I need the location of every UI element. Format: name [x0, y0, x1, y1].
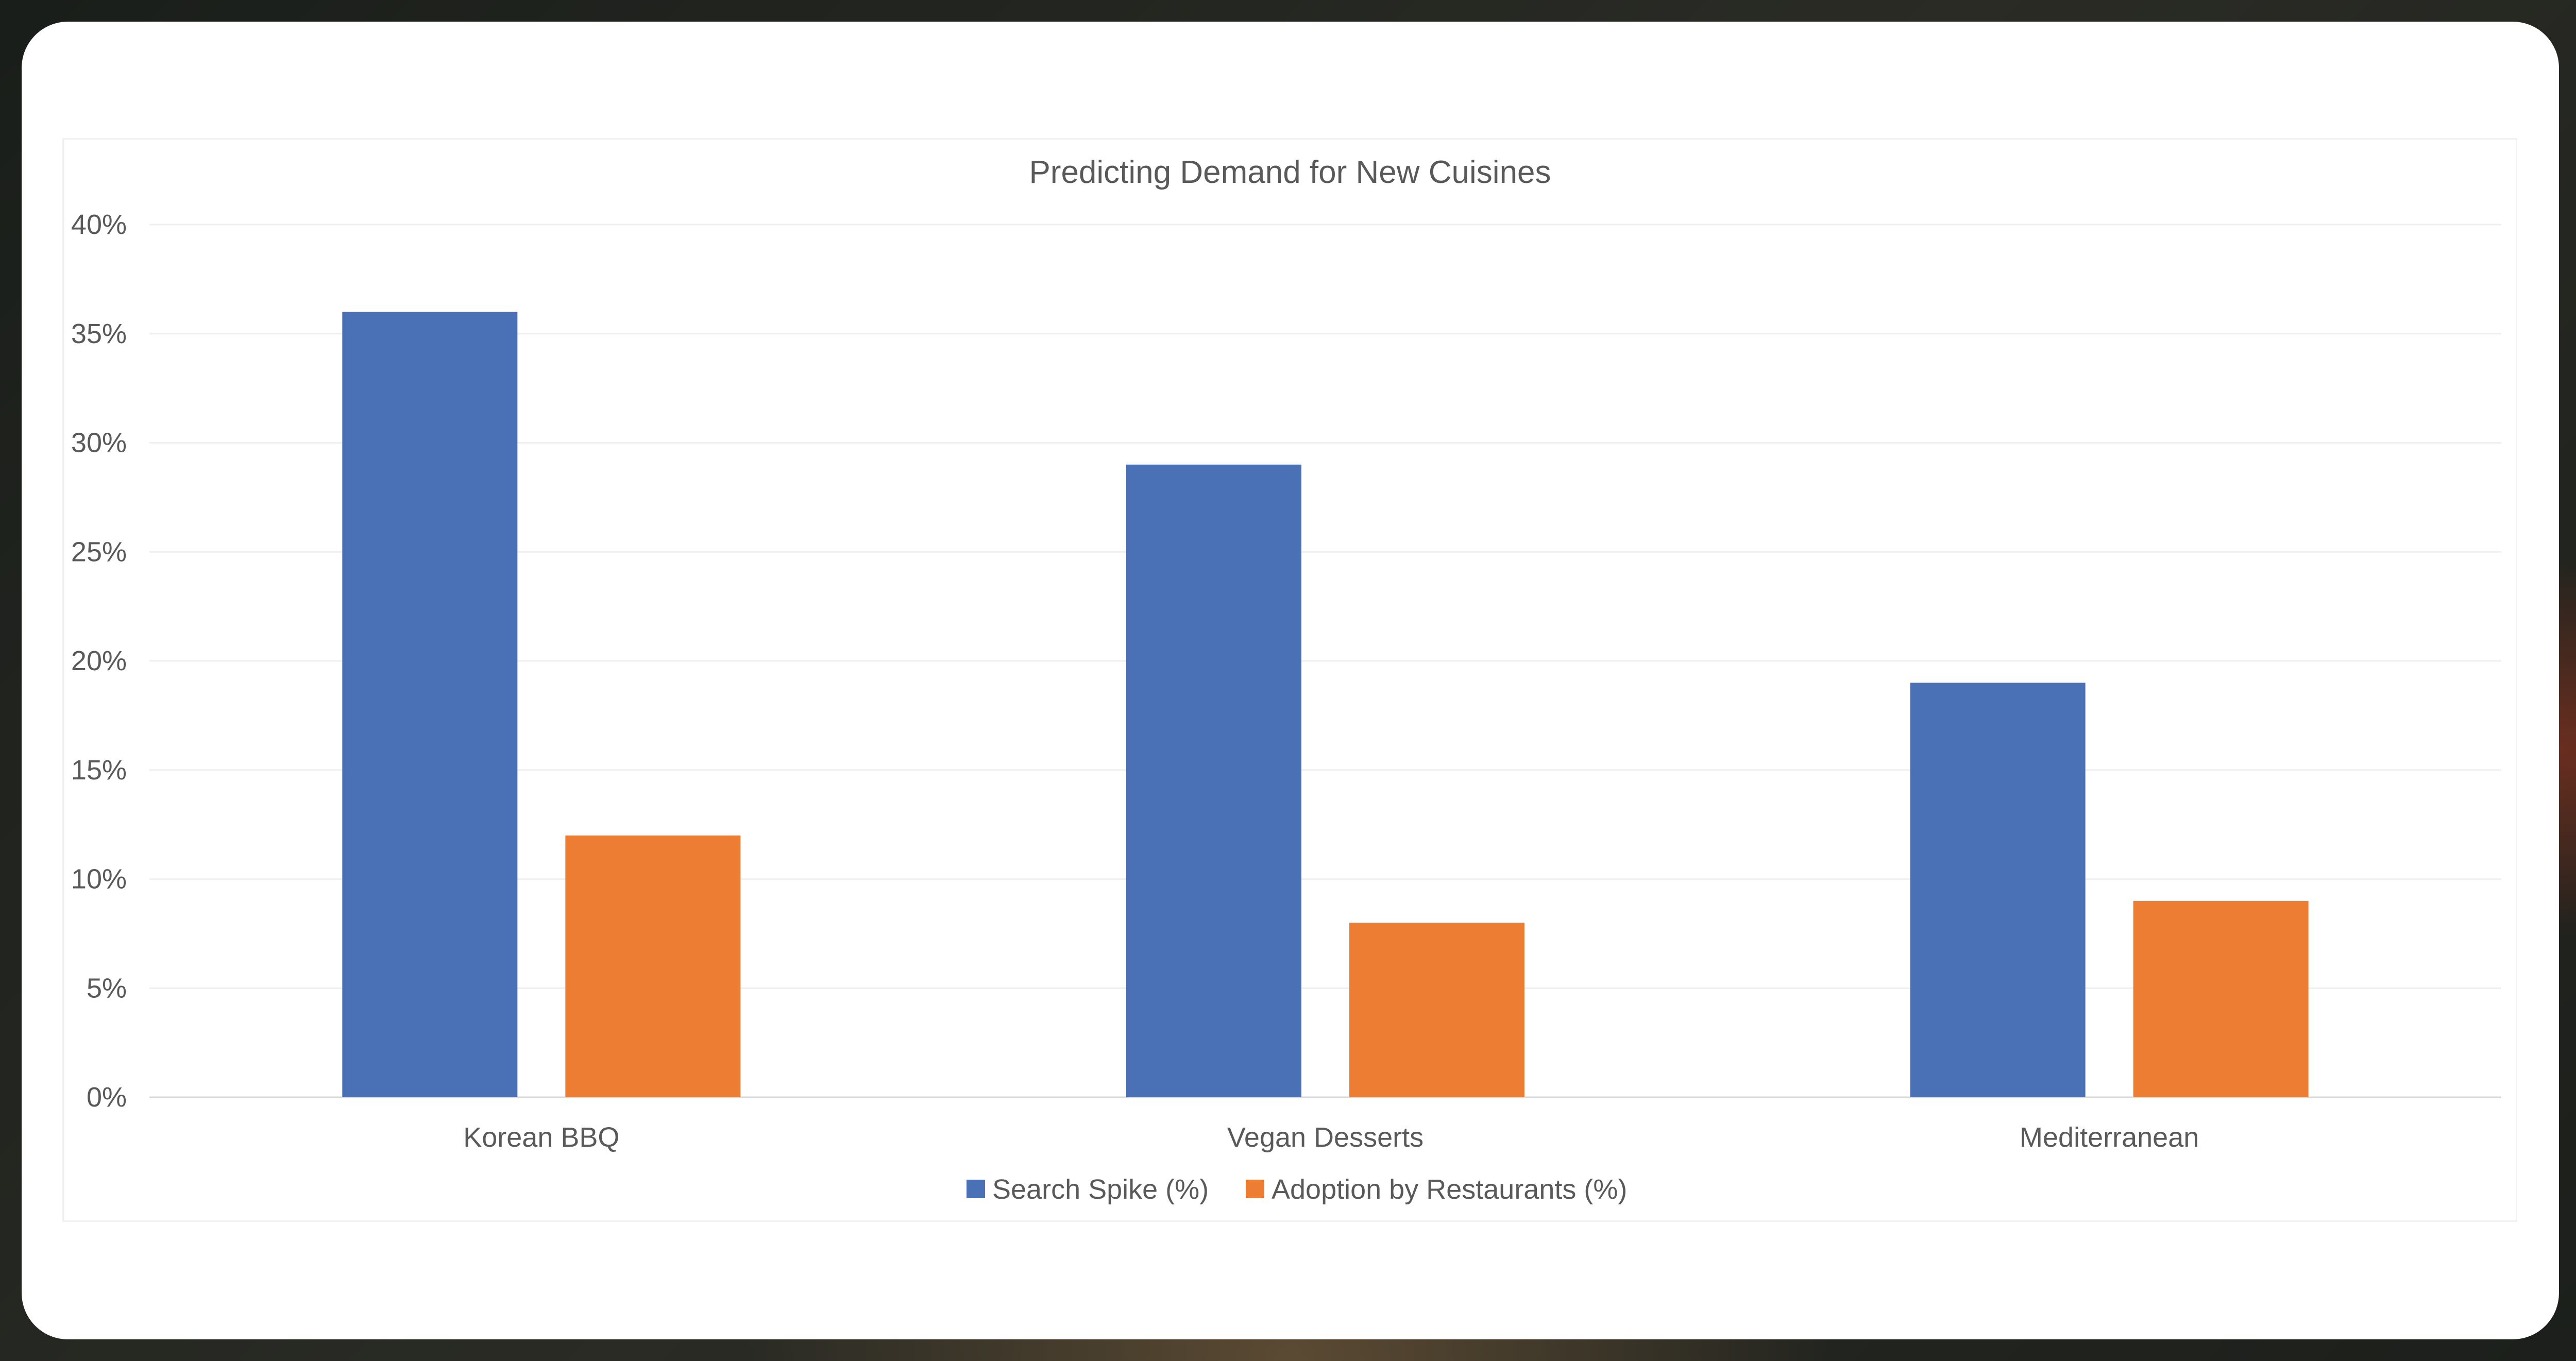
x-axis-labels: Korean BBQ Vegan Desserts Mediterranean: [463, 1122, 2199, 1153]
y-tick-label: 35%: [71, 318, 127, 349]
x-tick-label: Mediterranean: [2020, 1122, 2199, 1153]
bar-search-spike-1: [1126, 464, 1301, 1097]
legend-item: Adoption by Restaurants (%): [1246, 1174, 1627, 1205]
legend-label: Adoption by Restaurants (%): [1272, 1174, 1627, 1205]
legend-swatch: [967, 1180, 985, 1198]
bar-search-spike-0: [342, 312, 518, 1097]
legend-item: Search Spike (%): [967, 1174, 1209, 1205]
gridlines: [149, 224, 2501, 1098]
bar-search-spike-2: [1910, 683, 2086, 1097]
x-tick-label: Korean BBQ: [463, 1122, 619, 1153]
legend-label: Search Spike (%): [992, 1174, 1209, 1205]
y-axis-ticks: 0% 5% 10% 15% 20% 25% 30% 35% 40%: [71, 209, 127, 1113]
y-tick-label: 15%: [71, 755, 127, 786]
bar-adoption-0: [565, 835, 741, 1097]
y-tick-label: 0%: [87, 1082, 127, 1113]
legend-swatch: [1246, 1180, 1264, 1198]
bar-adoption-2: [2133, 900, 2309, 1097]
x-tick-label: Vegan Desserts: [1227, 1122, 1423, 1153]
bar-adoption-1: [1349, 923, 1524, 1097]
bars: [342, 312, 2309, 1097]
y-tick-label: 5%: [87, 973, 127, 1003]
y-tick-label: 20%: [71, 645, 127, 676]
chart-title: Predicting Demand for New Cuisines: [1029, 155, 1551, 190]
y-tick-label: 30%: [71, 428, 127, 458]
y-tick-label: 25%: [71, 536, 127, 567]
y-tick-label: 10%: [71, 864, 127, 895]
legend: Search Spike (%) Adoption by Restaurants …: [967, 1174, 1627, 1205]
y-tick-label: 40%: [71, 209, 127, 240]
